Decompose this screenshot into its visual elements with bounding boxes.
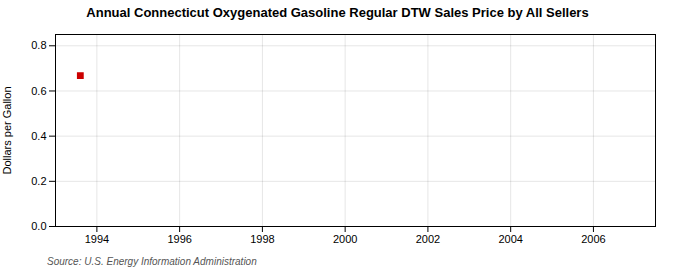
svg-text:0.0: 0.0 xyxy=(31,220,46,232)
svg-text:0.8: 0.8 xyxy=(31,39,46,51)
svg-text:0.4: 0.4 xyxy=(31,130,46,142)
svg-text:2002: 2002 xyxy=(416,233,440,245)
svg-text:2006: 2006 xyxy=(581,233,605,245)
svg-text:1996: 1996 xyxy=(167,233,191,245)
svg-text:0.6: 0.6 xyxy=(31,84,46,96)
svg-text:1998: 1998 xyxy=(250,233,274,245)
svg-text:Dollars per Gallon: Dollars per Gallon xyxy=(1,86,13,174)
svg-text:0.2: 0.2 xyxy=(31,175,46,187)
svg-text:2000: 2000 xyxy=(333,233,357,245)
svg-text:2004: 2004 xyxy=(498,233,522,245)
svg-text:1994: 1994 xyxy=(85,233,109,245)
html-text:Annual Connecticut Oxygenated: Annual Connecticut Oxygenated Gasoline R… xyxy=(86,5,589,20)
html-text:Source: U.S. Energy Informatio: Source: U.S. Energy Information Administ… xyxy=(47,256,257,267)
